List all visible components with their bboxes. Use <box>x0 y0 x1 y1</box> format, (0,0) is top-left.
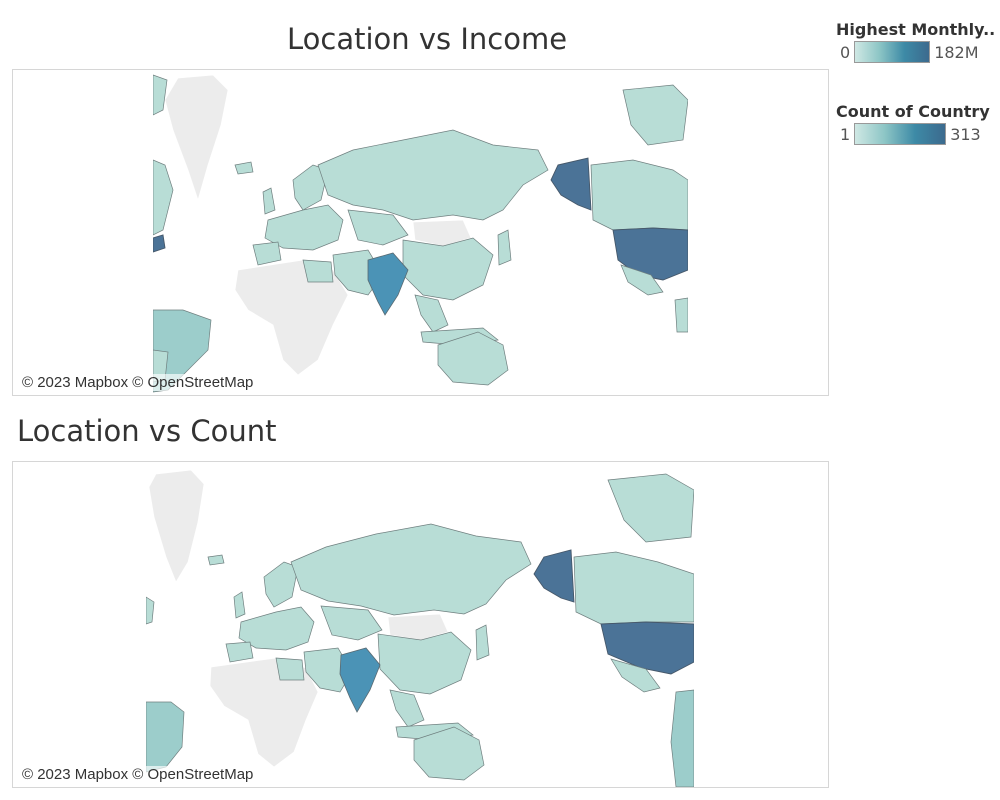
brazil[interactable] <box>153 309 212 393</box>
map-attribution: © 2023 Mapbox © OpenStreetMap <box>20 374 256 391</box>
iceland[interactable] <box>207 554 225 566</box>
legend-title: Count of Country <box>836 102 990 121</box>
legend-count: Count of Country 1 313 <box>836 102 990 145</box>
alaska[interactable] <box>533 549 575 603</box>
australia[interactable] <box>437 331 509 386</box>
southeast-asia[interactable] <box>389 689 425 728</box>
legend-min: 1 <box>840 124 851 144</box>
eastern-canada-2[interactable] <box>153 159 174 236</box>
middle-east[interactable] <box>303 647 353 693</box>
usa[interactable] <box>612 227 688 281</box>
russia[interactable] <box>290 523 532 616</box>
map-title-count: Location vs Count <box>17 414 277 448</box>
iceland[interactable] <box>234 161 254 175</box>
map-count[interactable]: © 2023 Mapbox © OpenStreetMap <box>12 461 829 788</box>
southeast-asia[interactable] <box>414 294 449 333</box>
us-east-edge[interactable] <box>153 234 166 253</box>
world-map-income[interactable] <box>153 70 688 395</box>
europe[interactable] <box>264 204 344 251</box>
map-title-income: Location vs Income <box>287 22 568 56</box>
central-asia[interactable] <box>347 209 409 246</box>
mexico[interactable] <box>610 658 661 693</box>
legend-max: 182M <box>934 42 979 62</box>
alaska[interactable] <box>550 157 592 211</box>
legend-income: Highest Monthly.. 0 182M <box>836 20 995 63</box>
greenland[interactable] <box>164 74 229 202</box>
colombia-edge[interactable] <box>674 297 688 333</box>
greenland[interactable] <box>148 469 205 583</box>
china[interactable] <box>402 237 494 301</box>
legend-title: Highest Monthly.. <box>836 20 996 39</box>
map-income[interactable]: © 2023 Mapbox © OpenStreetMap <box>12 69 829 396</box>
canada-arctic[interactable] <box>607 473 694 543</box>
legend-min: 0 <box>840 42 851 62</box>
canada-arctic[interactable] <box>622 84 688 146</box>
legend-color-ramp <box>854 123 947 145</box>
europe[interactable] <box>238 606 315 651</box>
map-attribution: © 2023 Mapbox © OpenStreetMap <box>20 766 256 783</box>
japan[interactable] <box>497 229 512 266</box>
japan[interactable] <box>475 624 490 661</box>
legend-color-ramp <box>854 41 931 63</box>
canada[interactable] <box>573 551 694 625</box>
north-africa-egypt[interactable] <box>275 657 305 681</box>
iberia[interactable] <box>225 641 254 663</box>
australia[interactable] <box>413 726 485 781</box>
russia[interactable] <box>317 129 549 221</box>
eastern-canada[interactable] <box>153 74 168 116</box>
china[interactable] <box>377 631 472 695</box>
world-map-count[interactable] <box>146 462 694 787</box>
scandinavia[interactable] <box>263 561 299 608</box>
south-america-edge[interactable] <box>670 689 694 787</box>
usa[interactable] <box>600 621 694 675</box>
east-canada-edge[interactable] <box>146 596 155 625</box>
mexico[interactable] <box>620 264 664 296</box>
north-africa-egypt[interactable] <box>302 259 334 283</box>
canada[interactable] <box>590 159 688 231</box>
central-asia[interactable] <box>320 605 383 641</box>
iberia[interactable] <box>252 241 282 266</box>
india[interactable] <box>367 252 409 316</box>
scandinavia[interactable] <box>292 164 329 211</box>
uk[interactable] <box>233 591 246 619</box>
legend-max: 313 <box>950 124 981 144</box>
mongolia[interactable] <box>387 613 449 641</box>
brazil[interactable] <box>146 701 185 773</box>
uk[interactable] <box>262 187 276 215</box>
india[interactable] <box>339 647 381 713</box>
